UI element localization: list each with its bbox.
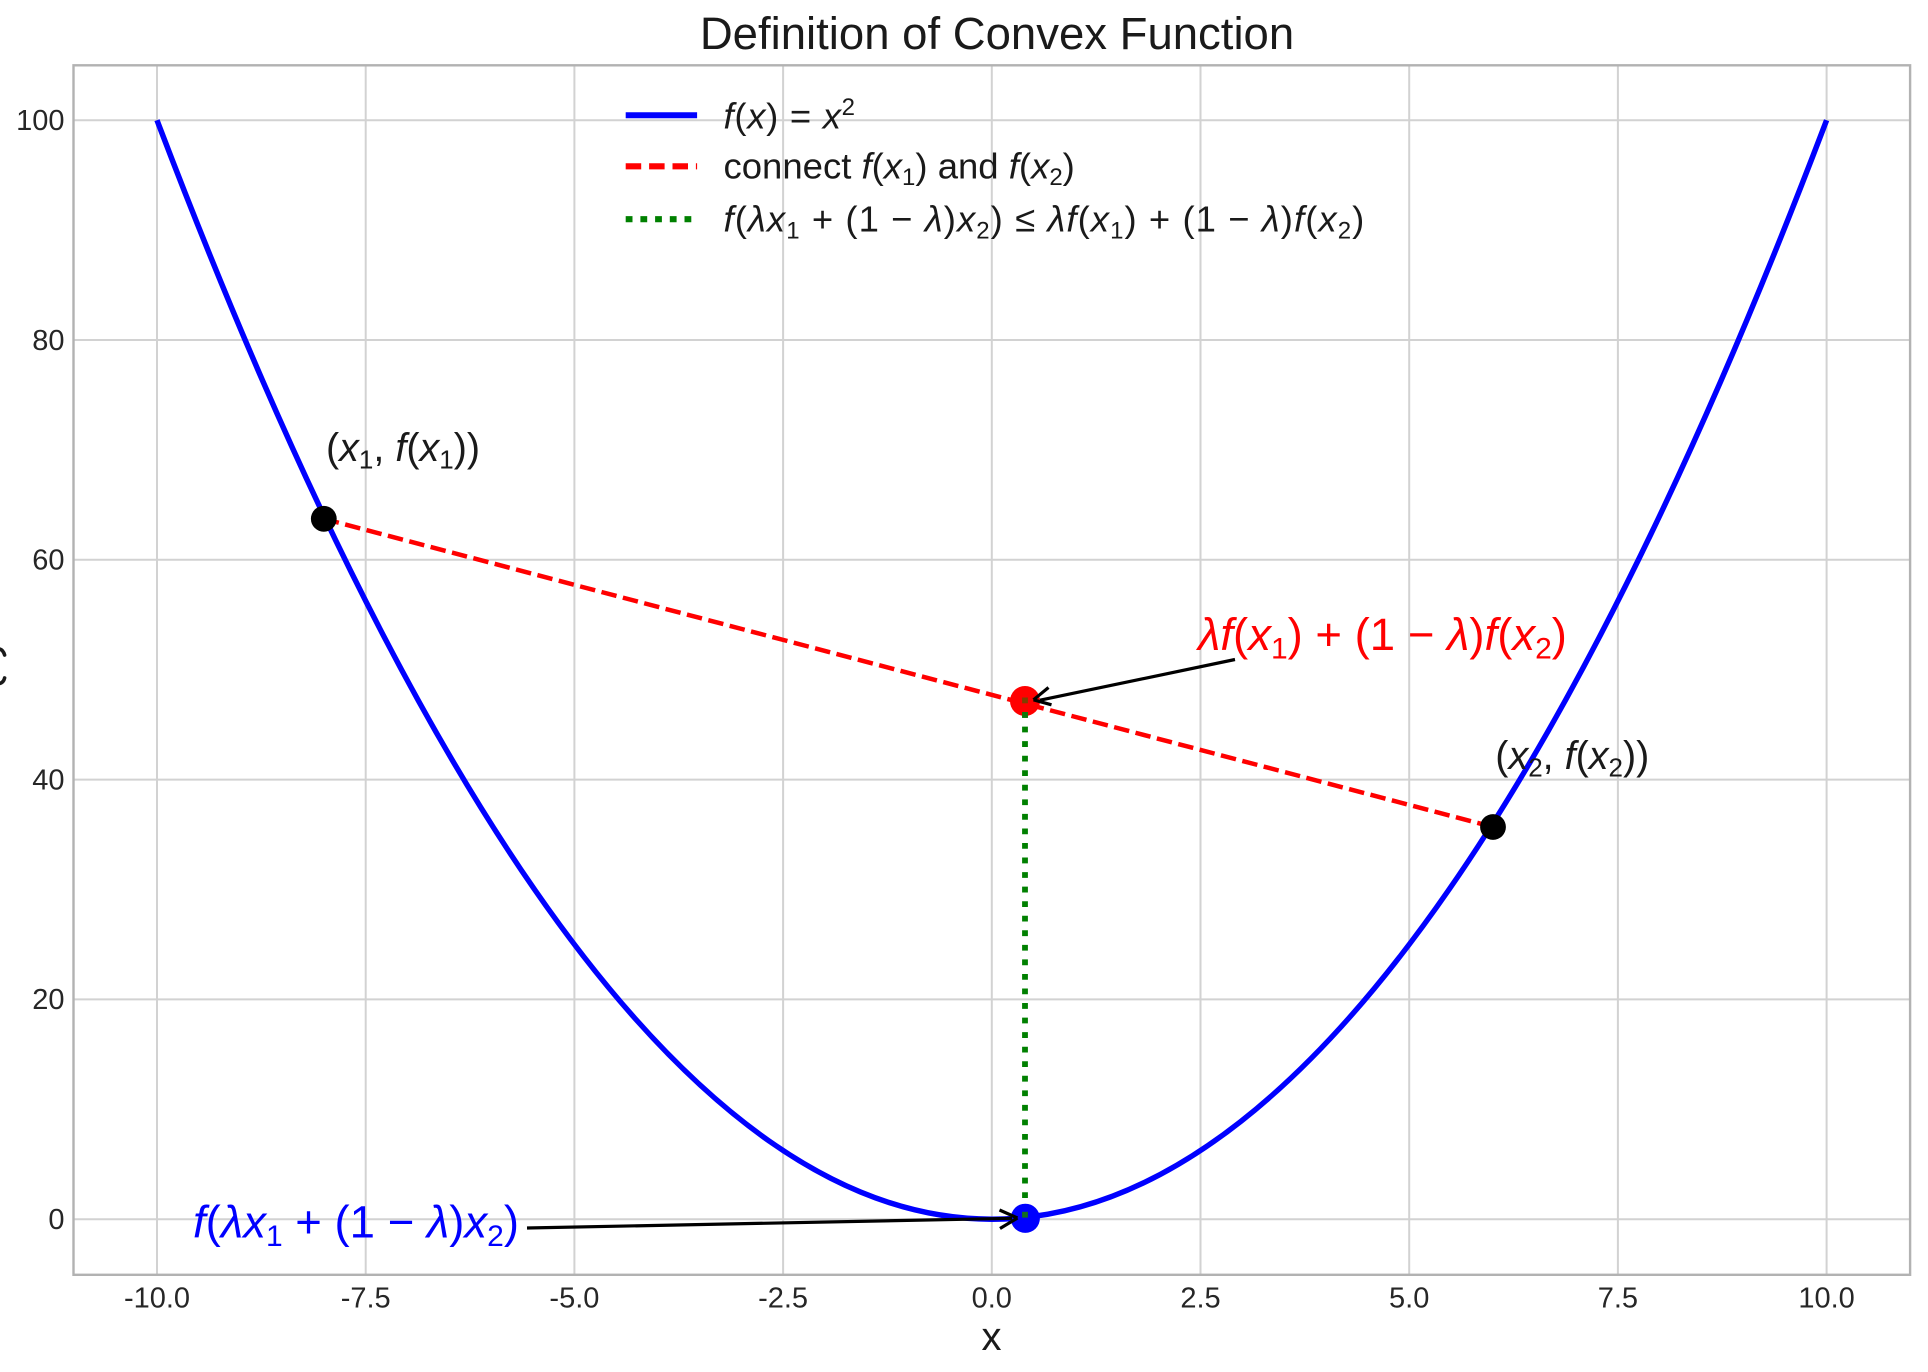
svg-text:f(λx1 + (1 − λ)x2): f(λx1 + (1 − λ)x2) [193,1197,519,1253]
svg-text:(x1, f(x1)): (x1, f(x1)) [326,426,480,474]
svg-text:80: 80 [32,325,64,357]
svg-text:7.5: 7.5 [1598,1283,1638,1315]
svg-text:60: 60 [32,545,64,577]
svg-text:0.0: 0.0 [972,1283,1012,1315]
svg-text:-7.5: -7.5 [341,1283,391,1315]
svg-text:x: x [982,1315,1002,1359]
svg-text:-10.0: -10.0 [124,1283,190,1315]
svg-text:5.0: 5.0 [1389,1283,1429,1315]
svg-text:0: 0 [48,1204,64,1236]
svg-text:-5.0: -5.0 [549,1283,599,1315]
svg-text:2.5: 2.5 [1180,1283,1220,1315]
svg-text:20: 20 [32,984,64,1016]
svg-text:f(x) = x2: f(x) = x2 [724,94,856,137]
svg-text:100: 100 [16,105,64,137]
svg-text:-2.5: -2.5 [758,1283,808,1315]
svg-text:Definition of Convex Function: Definition of Convex Function [700,8,1294,59]
svg-text:(x2, f(x2)): (x2, f(x2)) [1495,734,1649,782]
svg-text:λf(x1) + (1 − λ)f(x2): λf(x1) + (1 − λ)f(x2) [1195,609,1567,665]
svg-text:10.0: 10.0 [1798,1283,1854,1315]
svg-text:40: 40 [32,764,64,796]
svg-text:f(λx1 + (1 − λ)x2) ≤ λf(x1) +: f(λx1 + (1 − λ)x2) ≤ λf(x1) + (1 − λ)f(x… [724,199,1366,245]
svg-text:connect f(x1) and f(x2): connect f(x1) and f(x2) [724,145,1075,191]
